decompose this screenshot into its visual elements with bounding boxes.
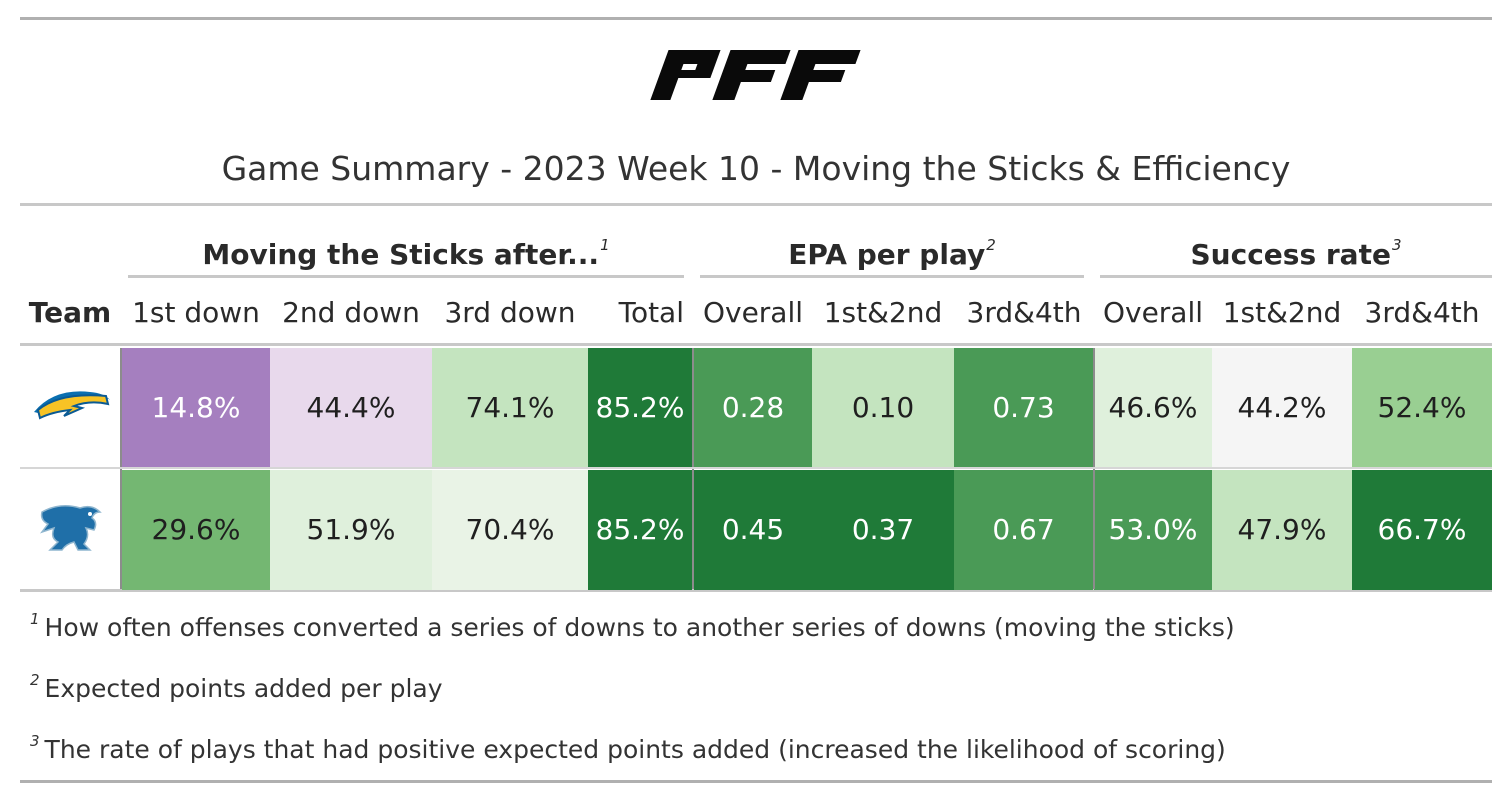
spanner-success-rate: Success rate3 — [1100, 222, 1492, 271]
cell-epa-1st2nd: 0.10 — [812, 348, 954, 468]
spanner-label: EPA per play — [788, 238, 986, 271]
cell-3rd-down: 70.4% — [432, 470, 588, 590]
cell-sr-3rd4th: 52.4% — [1352, 348, 1492, 468]
spanner-epa: EPA per play2 — [700, 222, 1084, 271]
col-header-epa-1st2nd: 1st&2nd — [823, 296, 943, 329]
col-header-1st-down: 1st down — [132, 296, 260, 329]
footnote-mark: 1 — [30, 610, 40, 628]
footnote-mark: 2 — [30, 671, 40, 689]
team-cell-lions — [20, 470, 120, 590]
col-header-sr-overall: Overall — [1102, 296, 1204, 329]
cell-2nd-down: 44.4% — [270, 348, 432, 468]
top-rule — [20, 17, 1492, 20]
cell-epa-overall: 0.28 — [694, 348, 812, 468]
cell-3rd-down: 74.1% — [432, 348, 588, 468]
footnote-mark: 2 — [986, 236, 996, 254]
lions-logo-icon — [39, 505, 102, 551]
footnote-mark: 3 — [1391, 236, 1402, 254]
row-separator — [20, 467, 1492, 469]
chargers-logo-icon — [34, 391, 110, 420]
col-header-total: Total — [618, 296, 684, 329]
cell-1st-down: 29.6% — [122, 470, 270, 590]
cell-total: 85.2% — [588, 348, 692, 468]
spanner-label: Success rate — [1190, 238, 1391, 271]
footnote-text: Expected points added per play — [44, 674, 443, 703]
cell-epa-overall: 0.45 — [694, 470, 812, 590]
cell-sr-1st2nd: 44.2% — [1212, 348, 1352, 468]
spanner-rule-moving-sticks — [128, 275, 684, 278]
footnote-mark: 1 — [600, 236, 610, 254]
col-header-sr-3rd4th: 3rd&4th — [1364, 296, 1480, 329]
footnote-text: The rate of plays that had positive expe… — [44, 735, 1226, 764]
title-rule — [20, 203, 1492, 206]
bottom-rule — [20, 780, 1492, 783]
footnote-mark: 3 — [30, 732, 40, 750]
col-header-epa-overall: Overall — [702, 296, 804, 329]
cell-epa-3rd4th: 0.67 — [954, 470, 1093, 590]
spanner-label: Moving the Sticks after... — [202, 238, 600, 271]
cell-sr-3rd4th: 66.7% — [1352, 470, 1492, 590]
col-header-2nd-down: 2nd down — [282, 296, 420, 329]
spanner-rule-epa — [700, 275, 1084, 278]
cell-sr-overall: 46.6% — [1094, 348, 1212, 468]
cell-sr-1st2nd: 47.9% — [1212, 470, 1352, 590]
team-cell-chargers — [20, 348, 120, 468]
footnote-1: 1 How often offenses converted a series o… — [30, 610, 1235, 642]
spanner-rule-success-rate — [1100, 275, 1492, 278]
cell-total: 85.2% — [588, 470, 692, 590]
cell-epa-1st2nd: 0.37 — [812, 470, 954, 590]
footnote-text: How often offenses converted a series of… — [44, 613, 1235, 642]
col-header-sr-1st2nd: 1st&2nd — [1222, 296, 1342, 329]
col-header-epa-3rd4th: 3rd&4th — [966, 296, 1082, 329]
footnote-2: 2 Expected points added per play — [30, 671, 443, 703]
cell-2nd-down: 51.9% — [270, 470, 432, 590]
body-bottom-rule — [20, 589, 1492, 592]
pff-logo — [650, 50, 861, 100]
cell-epa-3rd4th: 0.73 — [954, 348, 1093, 468]
cell-sr-overall: 53.0% — [1094, 470, 1212, 590]
footnote-3: 3 The rate of plays that had positive exp… — [30, 732, 1226, 764]
col-header-3rd-down: 3rd down — [444, 296, 576, 329]
cell-1st-down: 14.8% — [122, 348, 270, 468]
table-title: Game Summary - 2023 Week 10 - Moving the… — [221, 149, 1291, 188]
spanner-moving-sticks: Moving the Sticks after...1 — [128, 222, 684, 271]
header-rule — [20, 343, 1492, 346]
col-header-team: Team — [28, 296, 112, 329]
